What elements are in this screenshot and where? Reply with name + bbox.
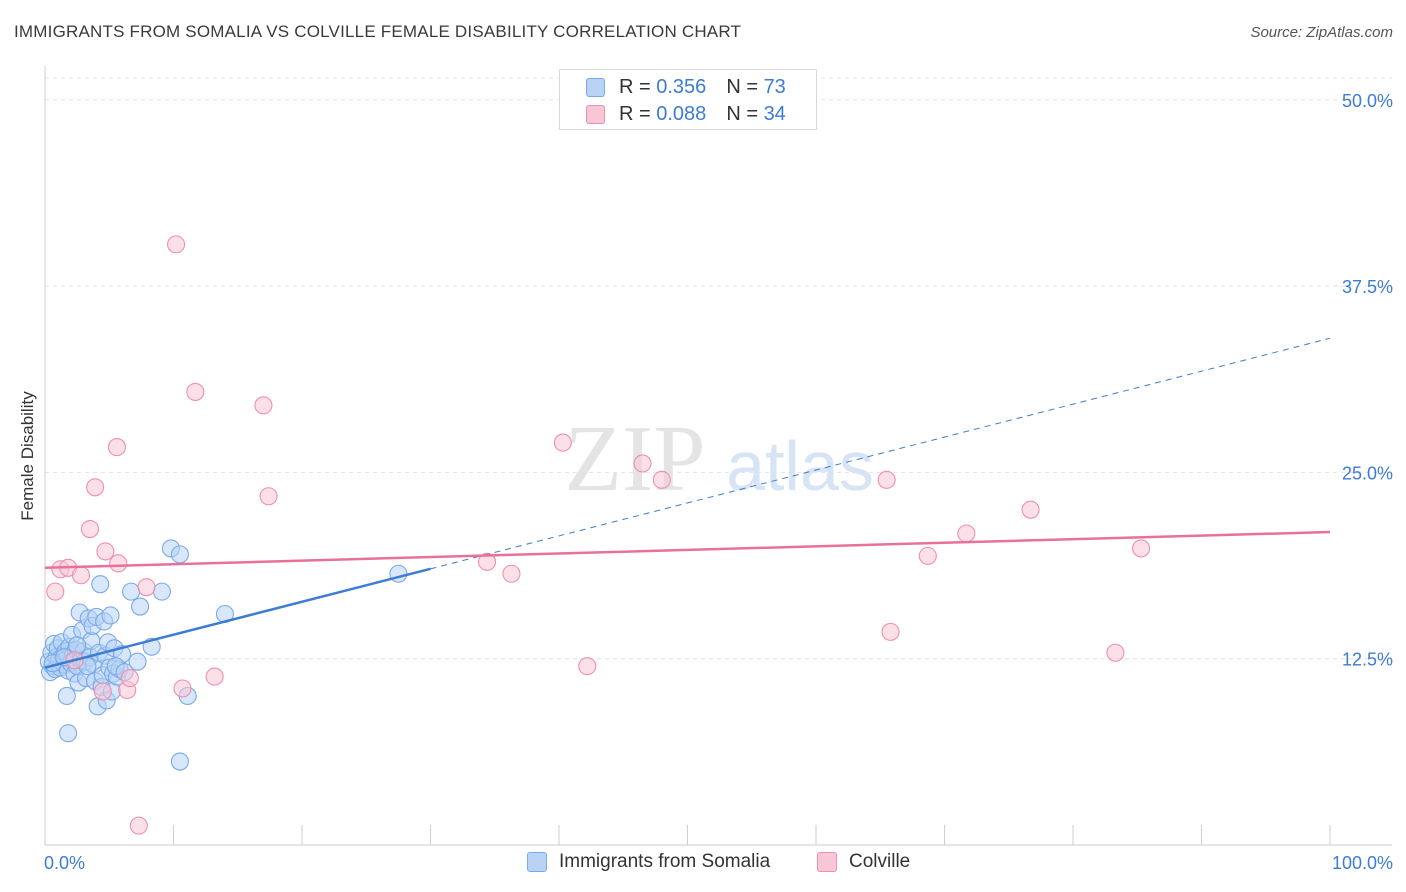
- point-colville: [71, 566, 91, 585]
- watermark-atlas: atlas: [726, 427, 874, 505]
- legend-swatch-somalia: [527, 852, 547, 872]
- point-somalia: [59, 724, 78, 743]
- point-colville: [578, 657, 597, 676]
- point-somalia: [170, 752, 189, 771]
- x-tick-label-max: 100.0%: [1332, 853, 1393, 873]
- point-colville: [477, 552, 497, 571]
- legend-label-colville: Colville: [849, 851, 911, 872]
- grid-lines: [45, 77, 1392, 660]
- point-colville: [1132, 539, 1151, 558]
- legend-swatch-colville: [817, 852, 837, 872]
- point-colville: [80, 519, 100, 539]
- legend-r-label: R =: [619, 102, 651, 125]
- legend-n-label: N =: [726, 75, 758, 98]
- point-colville: [1106, 643, 1125, 662]
- point-colville: [259, 487, 278, 506]
- y-tick-label: 25.0%: [1342, 463, 1393, 483]
- point-colville: [957, 524, 976, 543]
- trend-lines: [44, 337, 1331, 669]
- y-tick-label: 50.0%: [1342, 91, 1393, 111]
- legend-item-somalia[interactable]: Immigrants from Somalia: [527, 851, 770, 873]
- trend-line-colville: [44, 530, 1331, 570]
- legend-n-label: N =: [726, 102, 758, 125]
- legend-label-somalia: Immigrants from Somalia: [559, 851, 771, 872]
- point-colville: [107, 438, 127, 457]
- point-somalia: [91, 575, 110, 594]
- legend-row-somalia: R = 0.356 N = 73: [586, 75, 786, 99]
- legend-swatch-somalia: [586, 77, 605, 97]
- point-colville: [109, 554, 128, 573]
- point-somalia: [131, 597, 150, 616]
- point-colville: [918, 546, 937, 565]
- y-tick-label: 37.5%: [1342, 277, 1393, 297]
- point-colville: [96, 542, 115, 561]
- point-colville: [129, 816, 148, 835]
- point-colville: [881, 622, 900, 641]
- legend-r-label: R =: [619, 75, 651, 98]
- point-colville: [254, 396, 273, 415]
- trend-line-somalia: [44, 567, 431, 669]
- point-colville: [633, 454, 652, 473]
- trend-line-somalia-extension: [430, 337, 1331, 570]
- x-tick-label-min: 0.0%: [44, 853, 85, 873]
- point-colville: [173, 679, 192, 698]
- point-somalia: [128, 652, 147, 671]
- data-points: [39, 235, 1151, 835]
- series-legend: Immigrants from Somalia Colville: [0, 851, 1406, 877]
- point-somalia: [170, 545, 189, 564]
- point-somalia: [68, 636, 87, 655]
- legend-n-value: 73: [763, 75, 786, 98]
- tick-labels: 12.5% 25.0% 37.5% 50.0% 0.0% 100.0%: [44, 91, 1393, 873]
- point-colville: [1021, 500, 1040, 519]
- point-colville: [137, 578, 156, 597]
- point-colville: [502, 564, 521, 583]
- point-somalia: [122, 582, 141, 601]
- point-colville: [120, 669, 139, 688]
- chart-title: IMMIGRANTS FROM SOMALIA VS COLVILLE FEMA…: [14, 22, 742, 41]
- point-somalia: [152, 582, 171, 601]
- point-colville: [652, 470, 671, 489]
- legend-item-colville[interactable]: Colville: [817, 851, 910, 873]
- legend-n-value: 34: [763, 102, 786, 125]
- watermark: ZIP atlas: [565, 407, 874, 511]
- point-colville: [167, 235, 186, 254]
- point-somalia: [101, 606, 120, 625]
- legend-row-colville: R = 0.088 N = 34: [586, 102, 786, 126]
- y-tick-label: 12.5%: [1342, 650, 1393, 670]
- point-colville: [46, 582, 65, 601]
- axes: [44, 66, 1392, 846]
- source-label: Source: ZipAtlas.com: [1250, 24, 1393, 41]
- point-colville: [553, 433, 572, 452]
- point-colville: [877, 470, 896, 489]
- legend-swatch-colville: [586, 104, 605, 124]
- correlation-legend: R = 0.356 N = 73 R = 0.088 N = 34: [559, 69, 817, 130]
- legend-r-value: 0.356: [656, 75, 707, 98]
- point-somalia: [57, 686, 76, 706]
- legend-r-value: 0.088: [656, 102, 707, 125]
- point-colville: [186, 382, 205, 401]
- point-colville: [205, 667, 224, 686]
- point-colville: [93, 682, 112, 701]
- point-colville: [86, 478, 105, 497]
